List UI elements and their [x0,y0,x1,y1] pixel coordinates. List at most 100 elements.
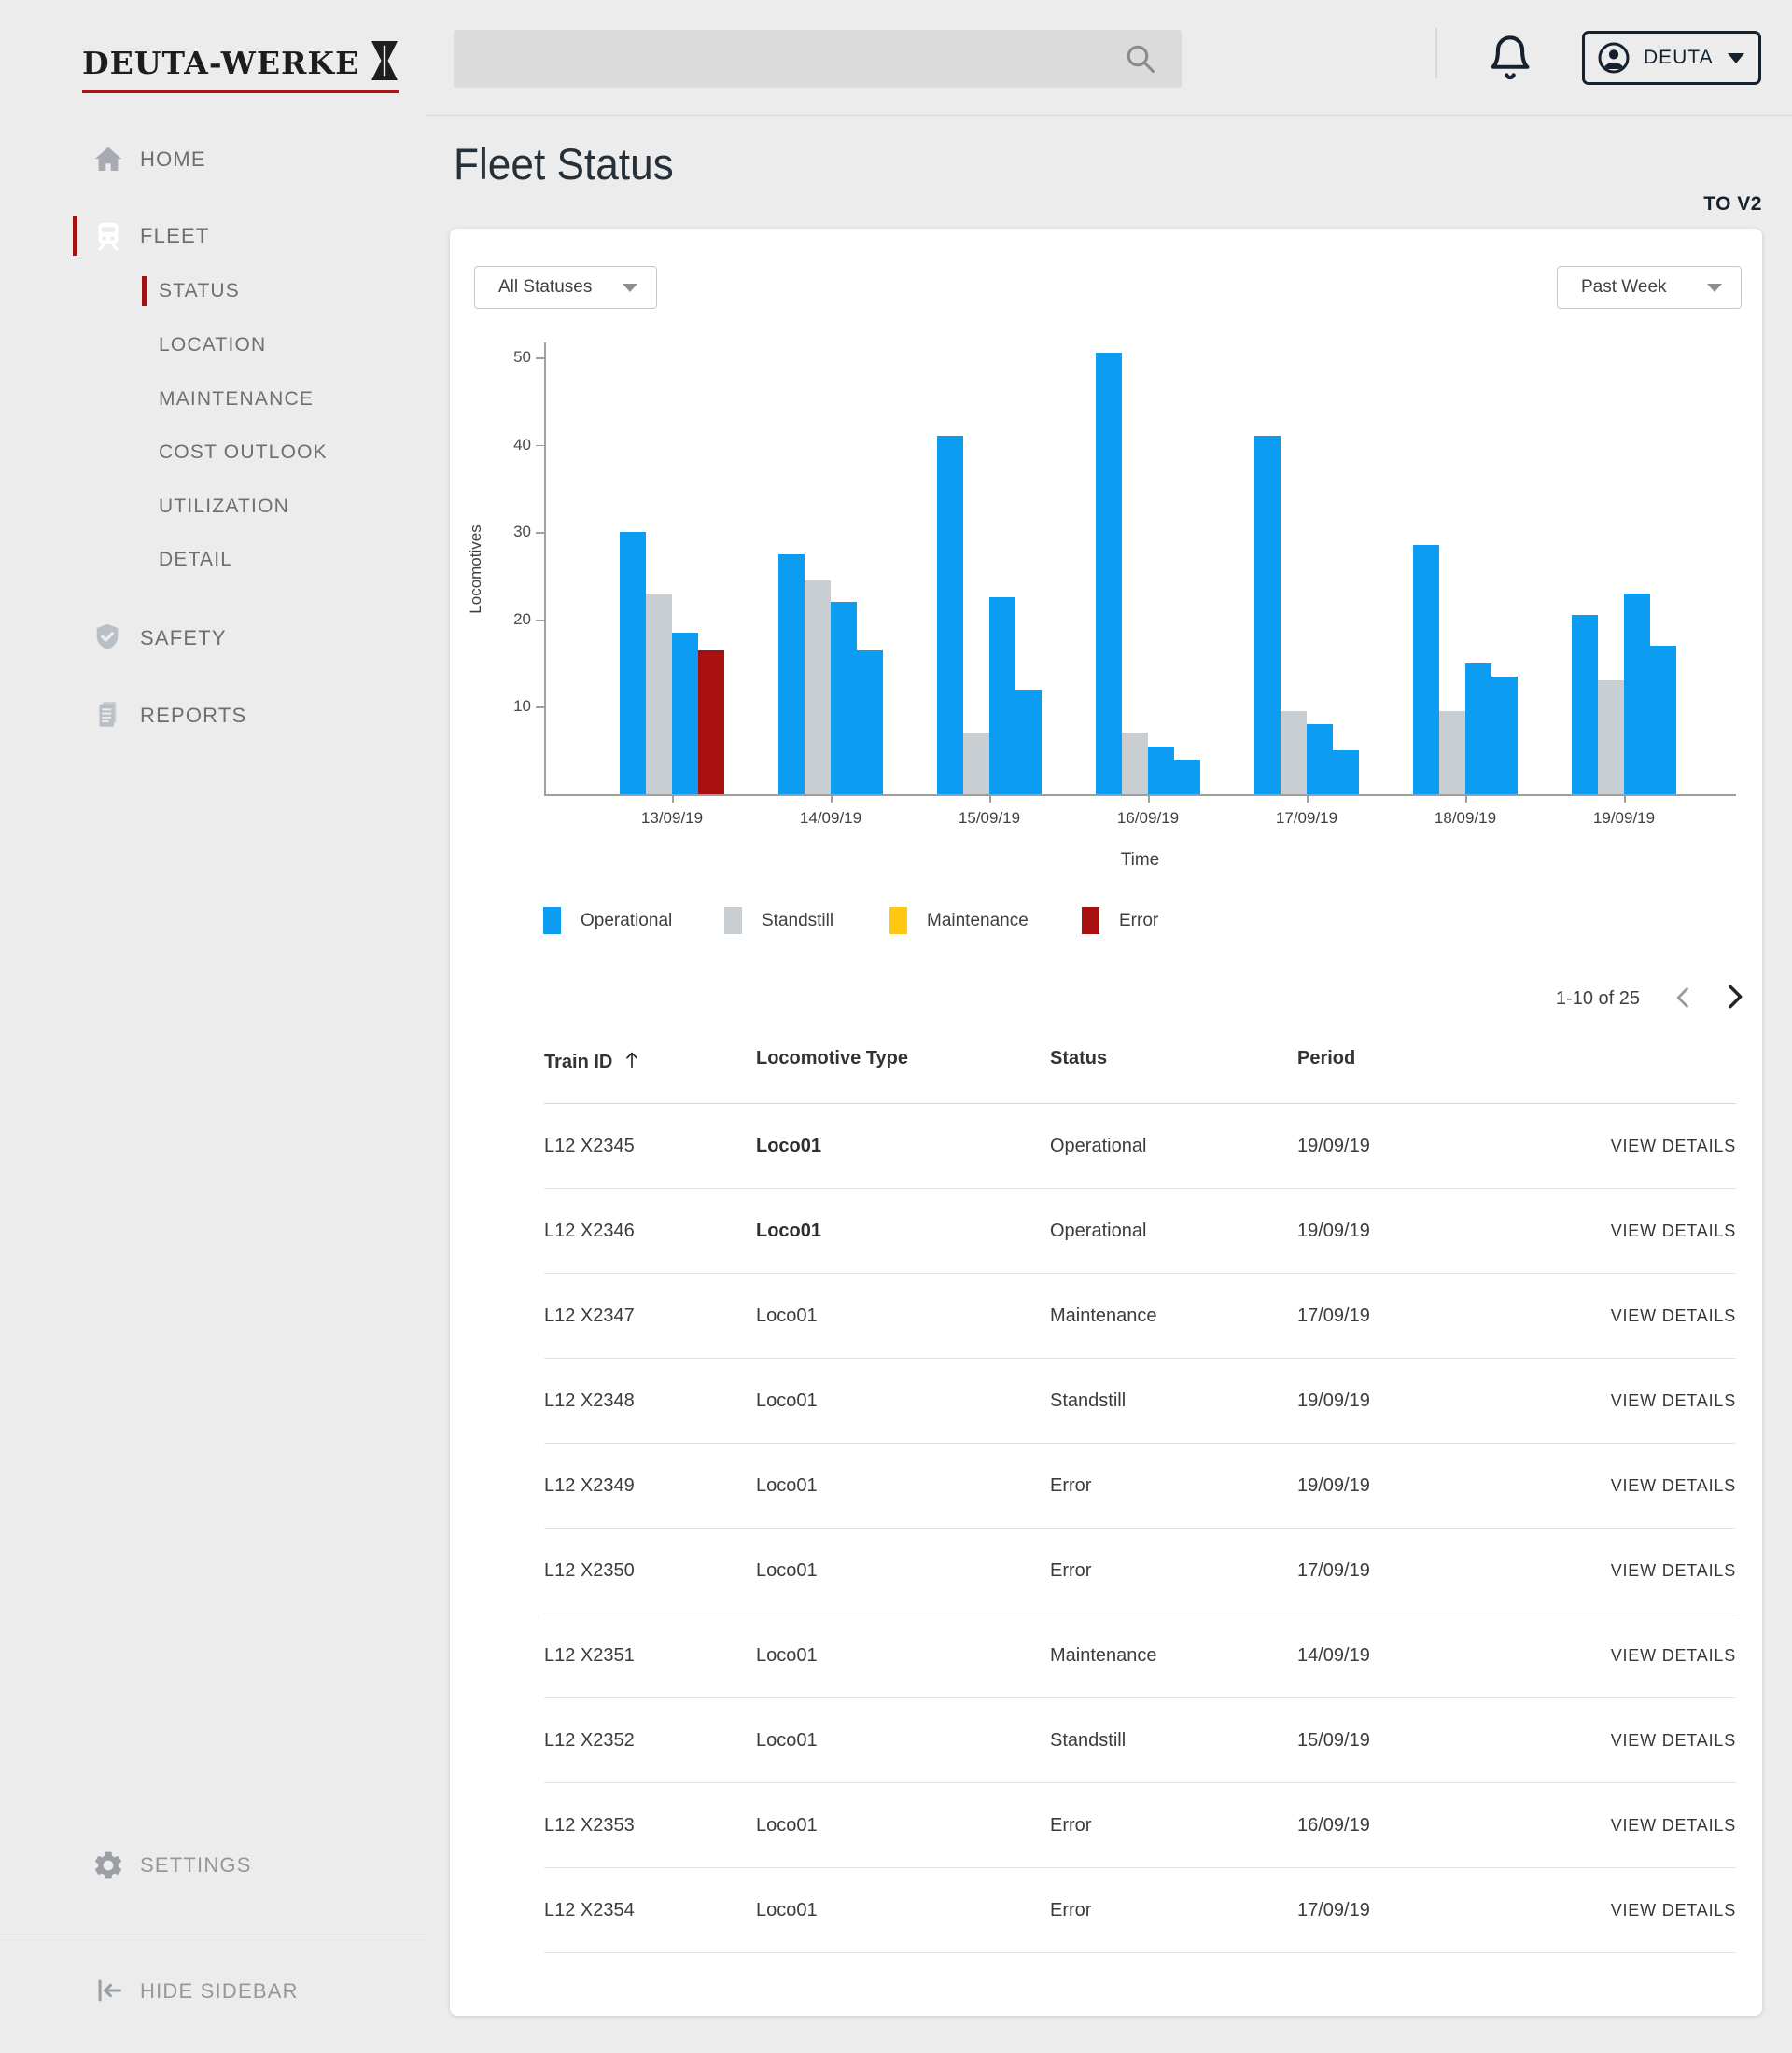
bar-operational-16-09-19 [1096,353,1122,794]
sidebar-item-label: REPORTS [140,704,247,727]
sort-ascending-icon [622,1048,642,1076]
notifications-bell-icon[interactable] [1486,32,1534,84]
sidebar-item-utilization[interactable]: UTILIZATION [0,486,426,527]
view-details-link[interactable]: VIEW DETAILS [1610,1476,1736,1495]
column-header-period[interactable]: Period [1297,1048,1355,1069]
locomotive-type-cell: Loco01 [756,1645,818,1666]
status-cell: Standstill [1050,1730,1127,1751]
table-row: L12 X2353 Loco01 Error 16/09/19 VIEW DETAILS [544,1783,1736,1868]
date-range-value: Past Week [1581,277,1667,297]
bar-error-13-09-19 [698,649,724,794]
chevron-down-icon [1728,52,1744,63]
status-cell: Operational [1050,1221,1147,1241]
sidebar-item-maintenance[interactable]: MAINTENANCE [0,379,426,420]
x-tick-label: 15/09/19 [958,809,1021,827]
column-header-label: Train ID [544,1051,613,1072]
train-id-cell: L12 X2349 [544,1475,635,1496]
sidebar-item-reports[interactable]: REPORTS [0,695,426,736]
table-row: L12 X2351 Loco01 Maintenance 14/09/19 VIEW D… [544,1613,1736,1698]
legend-item-error: Error [1082,907,1158,934]
sidebar-item-label: HOME [140,147,206,171]
x-tick-label: 18/09/19 [1434,809,1497,827]
x-tick-label: 14/09/19 [799,809,862,827]
view-details-link[interactable]: VIEW DETAILS [1610,1306,1736,1325]
bar-operational-18-09-19 [1491,676,1518,794]
bar-operational-19-09-19 [1572,615,1598,794]
bar-operational-15-09-19 [937,436,963,794]
period-cell: 17/09/19 [1297,1306,1370,1326]
pagination-range: 1-10 of 25 [1555,988,1640,1009]
period-cell: 19/09/19 [1297,1475,1370,1496]
sidebar-item-label: COST OUTLOOK [159,441,328,463]
sidebar-item-location[interactable]: LOCATION [0,325,426,366]
hide-sidebar-button[interactable]: HIDE SIDEBAR [0,1971,426,2012]
pagination-next-icon[interactable] [1719,982,1749,1012]
view-details-link[interactable]: VIEW DETAILS [1610,1137,1736,1155]
gear-icon [91,1849,125,1882]
hourglass-logo-icon [371,41,399,85]
date-range-select[interactable]: Past Week [1557,266,1742,309]
bar-operational-17-09-19 [1254,436,1281,794]
brand-name: DEUTA-WERKE [82,45,360,81]
user-menu-button[interactable]: DEUTA [1582,31,1761,85]
version-toggle-link[interactable]: TO V2 [1703,193,1762,215]
column-header-train-id[interactable]: Train ID [544,1048,642,1076]
pagination-prev-icon[interactable] [1671,985,1697,1011]
sidebar: HOME FLEET STATUS LOCATION MAINTENANCE COST O… [0,0,426,2053]
view-details-link[interactable]: VIEW DETAILS [1610,1561,1736,1580]
view-details-link[interactable]: VIEW DETAILS [1610,1646,1736,1665]
search-bar[interactable] [454,30,1182,90]
bar-operational-13-09-19 [672,632,698,794]
locomotive-type-cell: Loco01 [756,1560,818,1581]
sidebar-item-label: STATUS [159,280,240,301]
sidebar-item-safety[interactable]: SAFETY [0,618,426,659]
view-details-link[interactable]: VIEW DETAILS [1610,1222,1736,1240]
legend-label: Standstill [762,910,834,930]
period-cell: 17/09/19 [1297,1560,1370,1581]
legend-swatch [1082,907,1099,934]
y-tick-label: 30 [513,523,531,541]
legend-item-maintenance: Maintenance [889,907,1029,934]
train-icon [91,219,125,253]
bar-standstill-16-09-19 [1122,733,1148,794]
legend-swatch [543,907,561,934]
sidebar-item-status[interactable]: STATUS [0,271,426,312]
x-axis-title: Time [1120,850,1160,870]
status-cell: Error [1050,1475,1092,1496]
sidebar-item-fleet[interactable]: FLEET [0,216,426,257]
y-tick-mark [536,444,544,447]
bar-operational-15-09-19 [1015,689,1042,794]
x-tick-label: 16/09/19 [1116,809,1180,827]
view-details-link[interactable]: VIEW DETAILS [1610,1391,1736,1410]
bar-standstill-17-09-19 [1281,711,1307,794]
bar-operational-16-09-19 [1174,759,1200,794]
view-details-link[interactable]: VIEW DETAILS [1610,1901,1736,1920]
train-id-cell: L12 X2346 [544,1221,635,1241]
locomotive-type-cell: Loco01 [756,1136,822,1156]
status-cell: Maintenance [1050,1645,1157,1666]
home-icon [91,143,125,176]
y-tick-mark [536,619,544,621]
locomotive-type-cell: Loco01 [756,1221,822,1241]
search-icon[interactable] [1124,42,1157,76]
period-cell: 19/09/19 [1297,1221,1370,1241]
column-header-status[interactable]: Status [1050,1048,1107,1069]
bar-operational-18-09-19 [1465,663,1491,794]
view-details-link[interactable]: VIEW DETAILS [1610,1816,1736,1835]
user-avatar-icon [1597,41,1631,75]
status-cell: Error [1050,1900,1092,1920]
status-cell: Error [1050,1815,1092,1836]
status-filter-value: All Statuses [498,277,593,297]
sidebar-item-cost-outlook[interactable]: COST OUTLOOK [0,432,426,473]
view-details-link[interactable]: VIEW DETAILS [1610,1731,1736,1750]
y-tick-label: 20 [513,609,531,628]
sidebar-item-detail[interactable]: DETAIL [0,539,426,580]
page-title: Fleet Status [454,139,674,189]
sidebar-item-settings[interactable]: SETTINGS [0,1845,426,1886]
status-filter-select[interactable]: All Statuses [474,266,657,309]
legend-swatch [889,907,907,934]
search-input[interactable] [470,30,1118,90]
locomotive-type-cell: Loco01 [756,1900,818,1920]
sidebar-item-home[interactable]: HOME [0,139,426,180]
column-header-locomotive-type[interactable]: Locomotive Type [756,1048,908,1069]
